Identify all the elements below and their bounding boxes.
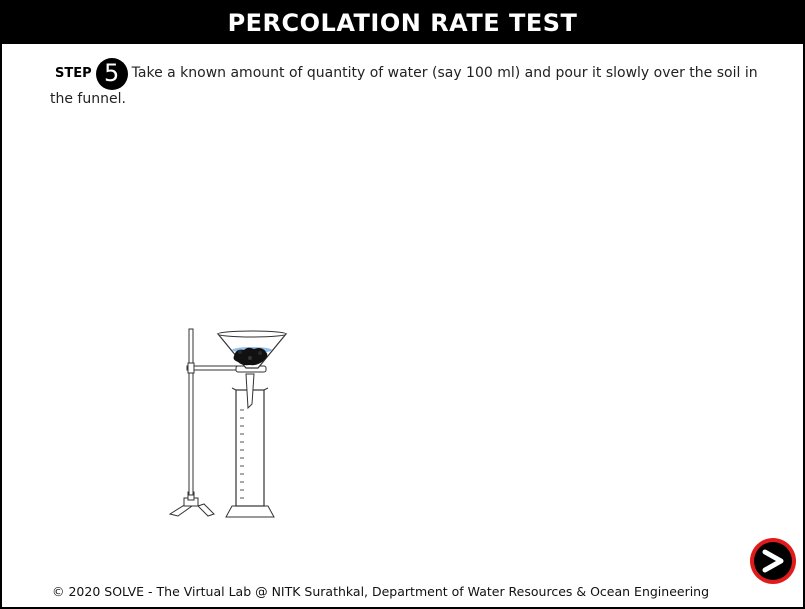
funnel-stem xyxy=(245,373,255,410)
stand-rod xyxy=(188,328,194,496)
step-text: Take a known amount of quantity of water… xyxy=(50,65,758,107)
step-label: STEP xyxy=(55,66,92,81)
footer-copyright: © 2020 SOLVE - The Virtual Lab @ NITK Su… xyxy=(52,584,710,599)
next-arrow-icon xyxy=(762,549,784,573)
clamp-arm xyxy=(186,365,240,371)
funnel xyxy=(216,330,288,369)
percolation-apparatus-icon xyxy=(168,328,288,518)
next-button[interactable] xyxy=(750,538,796,584)
page-title: PERCOLATION RATE TEST xyxy=(2,2,803,44)
next-button-inner xyxy=(754,542,792,580)
stand-base xyxy=(168,491,215,517)
measuring-cylinder xyxy=(225,387,275,518)
step-instruction: STEP 5 Take a known amount of quantity of … xyxy=(50,58,780,109)
step-number-badge: 5 xyxy=(95,58,128,90)
